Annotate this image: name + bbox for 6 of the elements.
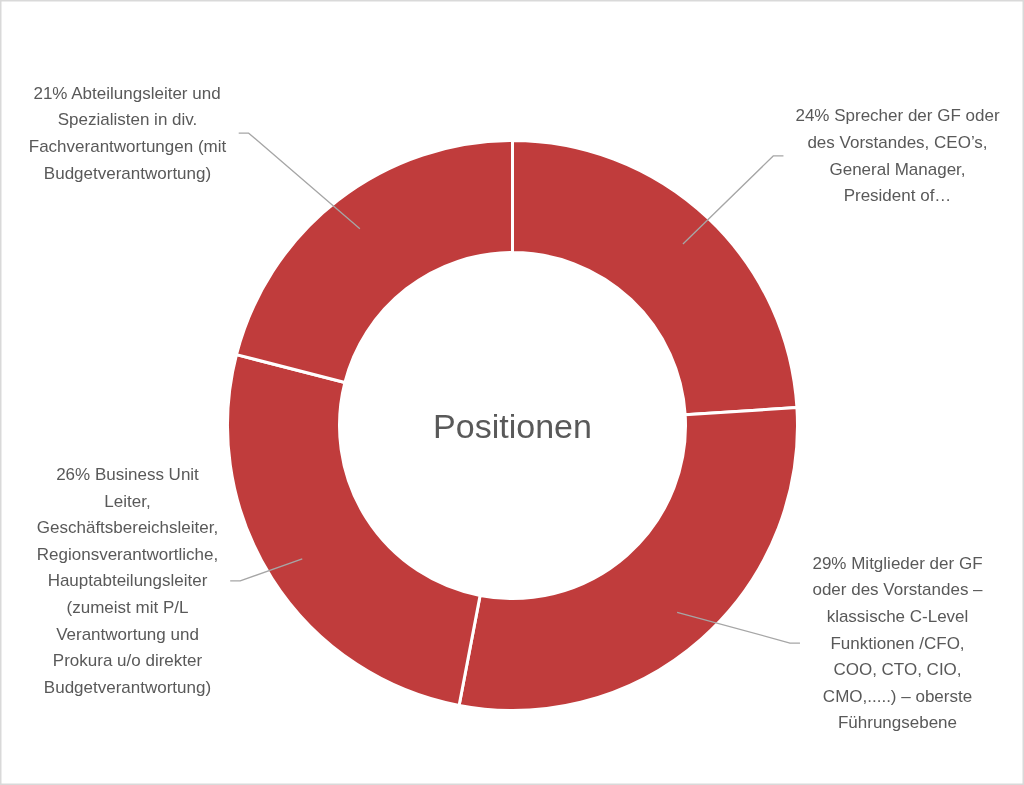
text: 26% Business Unit — [56, 464, 199, 484]
slice-label: 21% Abteilungsleiter und Spezialisten in div. Fachverantwortungen (mit Budgetverantwortung) — [28, 83, 227, 183]
category-label: Leiter, Geschäftsbereichsleiter, Regionsverantwortliche, Hauptabteilungsleiter (zumeist mit P/L Verantwortung und Prokura u/o direkter Budgetverantwortung) — [36, 491, 219, 697]
slice-label: 29% Mitglieder der GF oder des Vorstandes – klassische C-Level Funktionen /CFO, COO, CTO, CIO, CMO,.....) – oberste Führungsebene — [812, 553, 984, 733]
slice-label: 24% Sprecher der GF oder des Vorstandes, CEO’s, General Manager, President of… — [795, 106, 1000, 206]
text: Positionen — [433, 406, 592, 445]
